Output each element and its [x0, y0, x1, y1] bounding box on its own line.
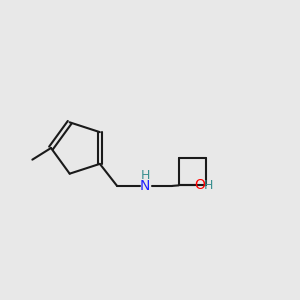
Text: N: N [140, 179, 150, 193]
Text: O: O [194, 178, 205, 192]
Text: H: H [140, 169, 150, 182]
Text: H: H [204, 179, 213, 192]
